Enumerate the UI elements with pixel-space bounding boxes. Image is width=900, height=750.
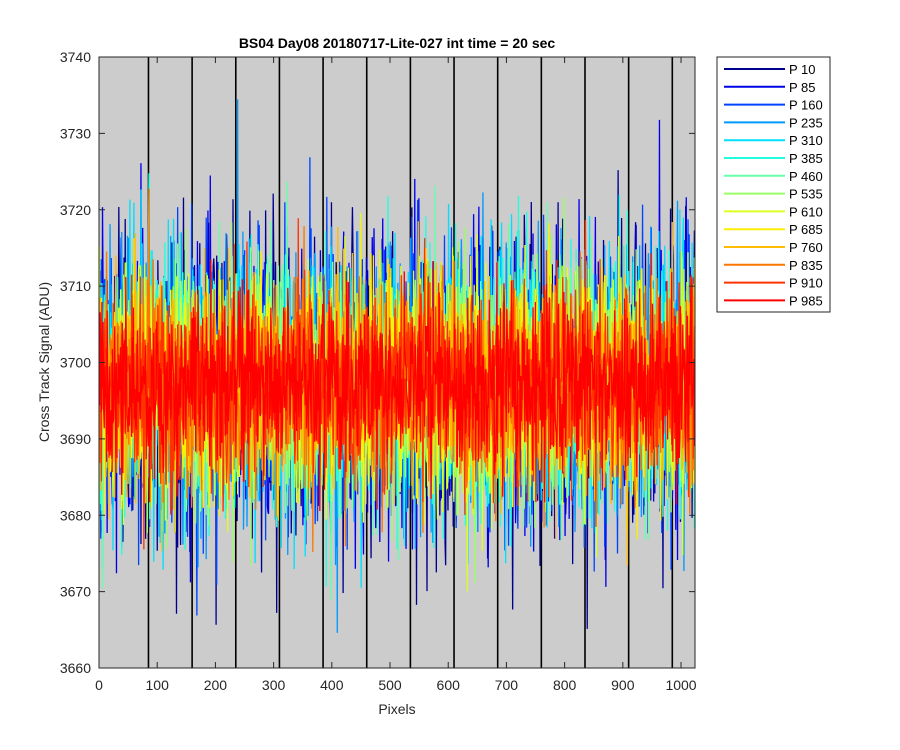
- y-tick-label: 3690: [60, 431, 91, 447]
- x-tick-label: 600: [437, 677, 461, 693]
- legend-entry-label: P 985: [789, 293, 823, 308]
- legend-entry-label: P 235: [789, 115, 823, 130]
- legend-entry-label: P 310: [789, 133, 823, 148]
- y-axis-label: Cross Track Signal (ADU): [36, 282, 52, 442]
- y-tick-label: 3710: [60, 278, 91, 294]
- y-tick-label: 3740: [60, 49, 91, 65]
- series-line-p-985: [99, 259, 695, 511]
- y-tick-label: 3720: [60, 202, 91, 218]
- legend-entry-label: P 160: [789, 98, 823, 113]
- legend-entry-label: P 760: [789, 240, 823, 255]
- x-tick-label: 800: [553, 677, 577, 693]
- legend-entry-label: P 685: [789, 222, 823, 237]
- x-tick-label: 100: [146, 677, 170, 693]
- series-lines: [99, 99, 695, 633]
- legend-entry-label: P 910: [789, 276, 823, 291]
- x-tick-label: 0: [95, 677, 103, 693]
- y-tick-label: 3670: [60, 584, 91, 600]
- x-tick-label: 1000: [665, 677, 696, 693]
- x-tick-label: 900: [611, 677, 635, 693]
- legend-entry-label: P 610: [789, 204, 823, 219]
- x-axis-ticks: 0 100 200 300 400 500 600 700 800 900 1000: [95, 57, 697, 693]
- x-tick-label: 500: [378, 677, 402, 693]
- legend: P 10 P 85 P 160 P 235 P 310 P 385 P 460 P 535 P …: [716, 56, 831, 313]
- y-tick-label: 3680: [60, 507, 91, 523]
- y-tick-label: 3730: [60, 125, 91, 141]
- x-tick-label: 700: [495, 677, 519, 693]
- y-tick-label: 3660: [60, 660, 91, 676]
- y-tick-label: 3700: [60, 355, 91, 371]
- legend-entry-label: P 10: [789, 62, 816, 77]
- legend-entry-label: P 85: [789, 80, 816, 95]
- legend-entry-label: P 385: [789, 151, 823, 166]
- x-axis-label: Pixels: [378, 701, 415, 717]
- y-axis-ticks: 3660 3670 3680 3690 3700 3710 3720 3730 3740: [60, 49, 695, 676]
- x-tick-label: 200: [204, 677, 228, 693]
- legend-entry-label: P 460: [789, 169, 823, 184]
- chart-title: BS04 Day08 20180717-Lite-027 int time = …: [239, 35, 556, 51]
- legend-box: [716, 56, 831, 313]
- legend-entry-label: P 535: [789, 187, 823, 202]
- x-tick-label: 400: [320, 677, 344, 693]
- legend-entry-label: P 835: [789, 258, 823, 273]
- x-tick-label: 300: [262, 677, 286, 693]
